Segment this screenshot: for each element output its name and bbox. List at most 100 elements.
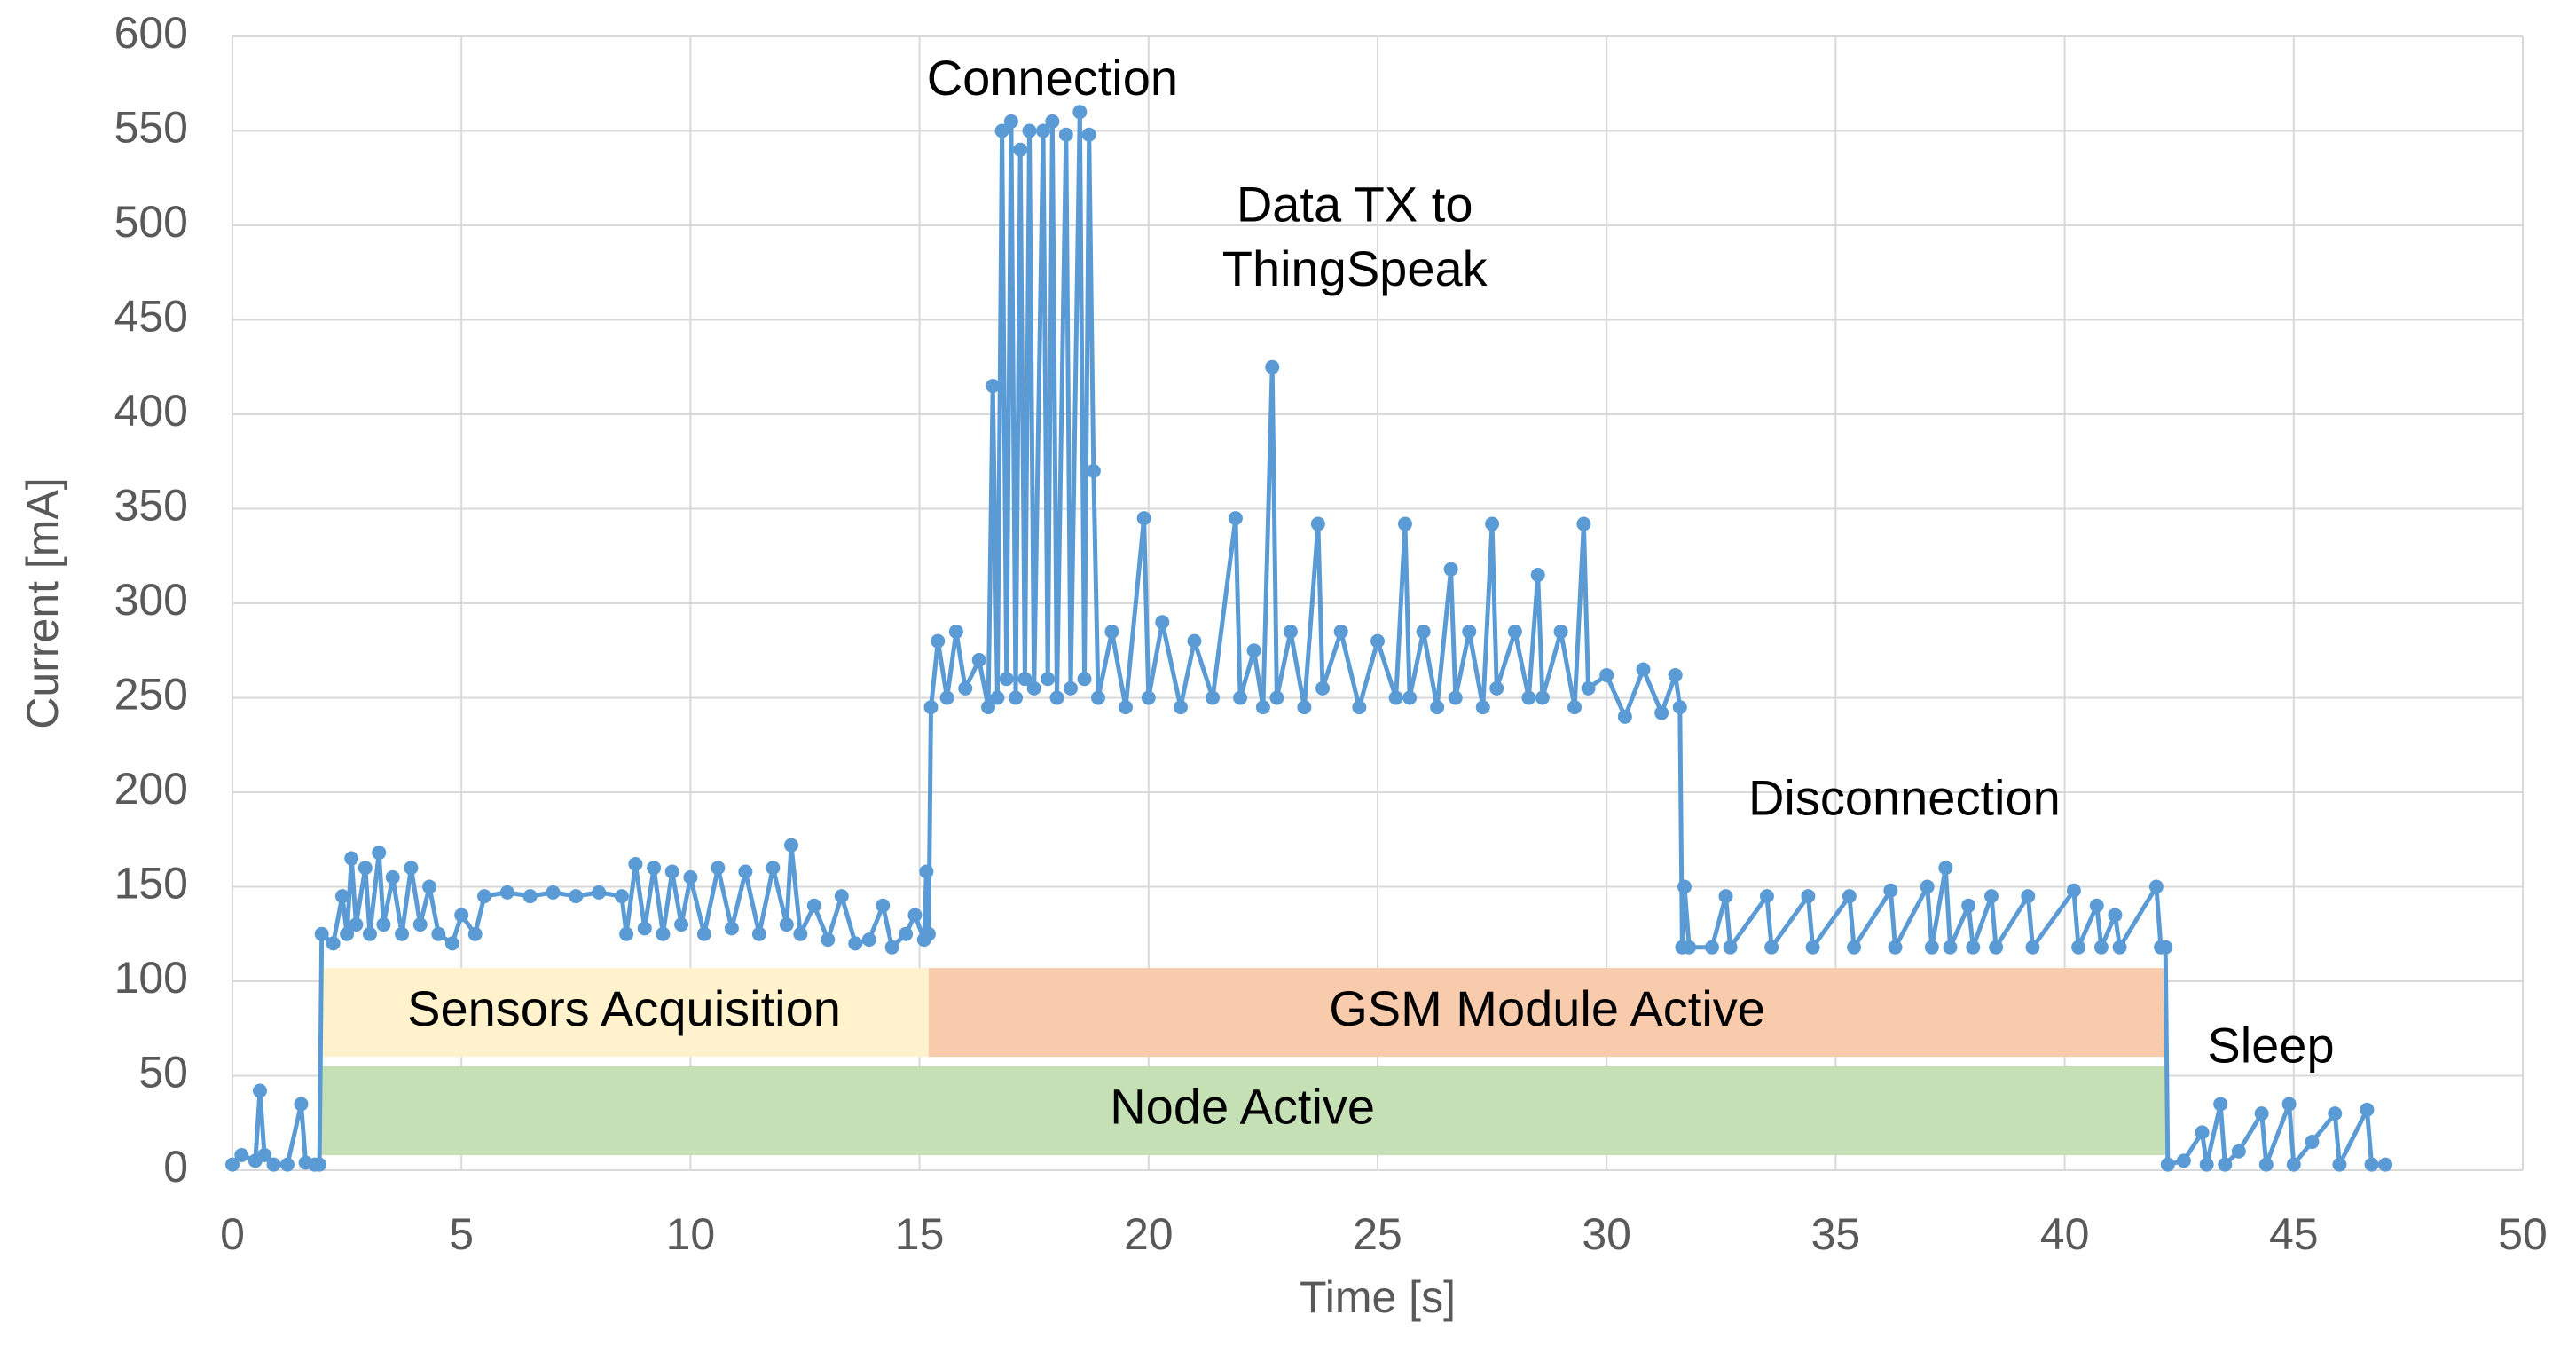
data-point	[412, 917, 428, 932]
data-point	[919, 864, 934, 879]
data-point	[724, 921, 739, 936]
data-point	[1723, 940, 1738, 955]
data-point	[1136, 511, 1151, 526]
data-point	[1672, 700, 1687, 715]
span-label: Node Active	[1110, 1079, 1375, 1135]
data-point	[2378, 1157, 2393, 1172]
data-point	[1989, 940, 2004, 955]
data-point	[2213, 1097, 2228, 1112]
data-point	[1036, 123, 1051, 138]
data-point	[1141, 690, 1156, 705]
data-point	[931, 633, 946, 649]
data-point	[1677, 879, 1692, 894]
data-point	[1041, 672, 1056, 687]
y-tick-label: 250	[114, 670, 188, 720]
data-point	[2148, 879, 2164, 894]
data-point	[1255, 700, 1270, 715]
y-tick-label: 400	[114, 386, 188, 436]
data-point	[1352, 700, 1367, 715]
data-point	[958, 680, 973, 696]
data-point	[751, 926, 766, 941]
data-point	[1718, 889, 1733, 904]
data-point	[2108, 908, 2123, 923]
data-point	[1764, 940, 1779, 955]
data-point	[2089, 898, 2104, 913]
data-point	[1315, 680, 1331, 696]
data-point	[1553, 624, 1568, 639]
y-tick-label: 350	[114, 481, 188, 531]
data-point	[1045, 114, 1060, 129]
data-point	[1654, 705, 1669, 720]
data-point	[1576, 516, 1591, 531]
y-axis-title: Current [mA]	[18, 477, 67, 728]
data-point	[899, 926, 914, 941]
annotation: Data TX to	[1237, 177, 1473, 232]
data-point	[334, 889, 349, 904]
data-point	[2254, 1106, 2269, 1121]
data-point	[2364, 1157, 2379, 1172]
data-point	[1104, 624, 1119, 639]
data-point	[1599, 667, 1614, 682]
data-point	[1081, 127, 1096, 142]
data-point	[939, 690, 954, 705]
y-tick-label: 600	[114, 8, 188, 58]
data-point	[784, 838, 799, 853]
data-point	[2025, 940, 2040, 955]
data-point	[1983, 889, 1999, 904]
data-point	[907, 908, 923, 923]
data-point	[2231, 1144, 2246, 1159]
data-point	[1173, 700, 1188, 715]
data-point	[683, 869, 698, 885]
data-point	[376, 917, 391, 932]
data-point	[1805, 940, 1820, 955]
data-point	[1118, 700, 1133, 715]
data-point	[2281, 1097, 2297, 1112]
x-tick-label: 10	[666, 1209, 716, 1259]
data-point	[711, 861, 726, 876]
data-point	[994, 123, 1009, 138]
data-point	[1636, 662, 1651, 677]
data-point	[999, 672, 1014, 687]
data-point	[619, 926, 634, 941]
data-point	[971, 652, 986, 667]
x-tick-label: 50	[2498, 1209, 2548, 1259]
data-point	[766, 861, 781, 876]
data-point	[1966, 940, 1981, 955]
data-point	[664, 864, 679, 879]
data-point	[1475, 700, 1490, 715]
data-point	[1759, 889, 1774, 904]
annotation: Disconnection	[1748, 769, 2061, 825]
data-point	[569, 889, 584, 904]
x-tick-label: 5	[449, 1209, 474, 1259]
data-point	[314, 926, 329, 941]
data-point	[372, 846, 387, 861]
data-point	[647, 861, 662, 876]
data-point	[1448, 690, 1463, 705]
data-point	[225, 1157, 240, 1172]
x-tick-label: 20	[1124, 1209, 1174, 1259]
data-point	[477, 889, 492, 904]
data-point	[656, 926, 671, 941]
data-point	[1077, 672, 1092, 687]
data-point	[921, 926, 936, 941]
data-point	[793, 926, 808, 941]
data-point	[923, 700, 939, 715]
data-point	[294, 1097, 309, 1112]
data-point	[1297, 700, 1312, 715]
data-point	[1058, 127, 1073, 142]
y-tick-label: 450	[114, 292, 188, 342]
data-point	[454, 908, 469, 923]
x-tick-label: 25	[1353, 1209, 1402, 1259]
data-point	[344, 851, 359, 866]
data-point	[948, 624, 963, 639]
data-point	[1026, 680, 1041, 696]
data-point	[499, 885, 514, 900]
data-point	[252, 1083, 267, 1098]
data-point	[234, 1147, 249, 1162]
data-point	[592, 885, 607, 900]
data-point	[1847, 940, 1862, 955]
y-tick-label: 50	[138, 1048, 188, 1097]
x-tick-label: 35	[1811, 1209, 1861, 1259]
data-point	[990, 690, 1005, 705]
